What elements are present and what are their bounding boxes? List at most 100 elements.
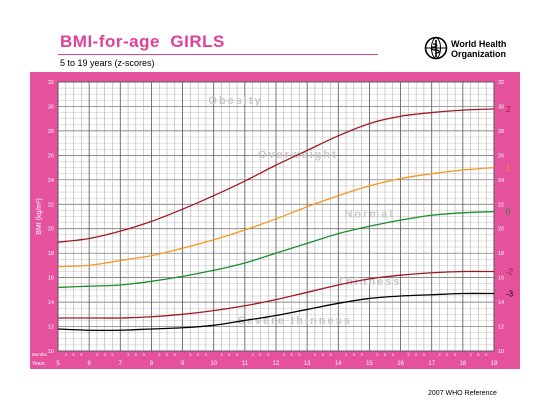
reference-note: 2007 WHO Reference [428, 390, 497, 397]
month-tick-label: 6 [477, 352, 480, 357]
month-tick-label: 6 [384, 352, 387, 357]
month-tick-label: 3 [96, 352, 99, 357]
month-tick-label: 6 [166, 352, 169, 357]
x-tick-label: 6 [87, 361, 91, 367]
month-tick-label: 6 [197, 352, 200, 357]
x-tick-label: 18 [460, 361, 467, 367]
who-name-line1: World Health [451, 39, 507, 49]
months-row-label: Months [32, 352, 48, 357]
month-tick-label: 6 [104, 352, 107, 357]
y-tick-label-left: 30 [48, 104, 54, 110]
month-tick-label: 6 [322, 352, 325, 357]
y-tick-label-right: 26 [498, 153, 504, 159]
month-tick-label: 9 [392, 352, 395, 357]
zscore-line-minus3 [57, 292, 495, 332]
zscore-line-2 [57, 108, 495, 243]
month-tick-label: 6 [290, 352, 293, 357]
month-tick-label: 3 [283, 352, 286, 357]
zone-label-severe-thinness: Severe thinness [237, 315, 351, 327]
y-tick-label-left: 28 [48, 129, 54, 135]
chart-panel: 10 10 12 12 14 14 16 16 18 18 20 20 22 22 24 24 26 26 28 28… [30, 72, 520, 369]
y-tick-label-left: 10 [48, 349, 54, 355]
x-tick-label: 16 [397, 361, 404, 367]
month-tick-label: 3 [345, 352, 348, 357]
month-tick-label: 6 [353, 352, 356, 357]
x-tick-label: 5 [56, 361, 60, 367]
zscore-label-1: 1 [506, 164, 511, 173]
month-tick-label: 9 [174, 352, 177, 357]
y-tick-label-left: 24 [48, 178, 54, 184]
who-logo: World Health Organization [424, 36, 529, 66]
x-tick-label: 19 [491, 361, 498, 367]
x-axis-title: Age (completed months and years) [218, 368, 335, 369]
month-tick-label: 9 [267, 352, 270, 357]
y-tick-label-right: 14 [498, 300, 504, 306]
y-axis-title: BMI (kg/m²) [36, 198, 43, 235]
y-tick-label-left: 20 [48, 227, 54, 233]
y-tick-label-right: 18 [498, 251, 504, 257]
month-tick-label: 6 [446, 352, 449, 357]
x-tick-label: 15 [366, 361, 373, 367]
zscore-label-minus2: -2 [506, 268, 514, 277]
x-tick-label: 10 [210, 361, 217, 367]
month-tick-label: 6 [259, 352, 262, 357]
y-tick-label-left: 26 [48, 153, 54, 159]
month-tick-label: 9 [236, 352, 239, 357]
x-tick-label: 14 [335, 361, 342, 367]
zone-label-thinness: Thinness [337, 276, 401, 288]
month-tick-label: 9 [423, 352, 426, 357]
month-tick-label: 3 [252, 352, 255, 357]
zscore-line-minus2 [58, 270, 495, 319]
zscore-label-2: 2 [506, 105, 511, 114]
month-tick-label: 3 [158, 352, 161, 357]
y-tick-label-left: 18 [48, 251, 54, 257]
y-tick-label-right: 16 [498, 276, 504, 282]
month-tick-label: 6 [72, 352, 75, 357]
month-tick-label: 3 [407, 352, 410, 357]
who-name-line2: Organization [451, 49, 507, 59]
x-tick-label: 9 [181, 361, 185, 367]
chart-title: BMI-for-age GIRLS [60, 32, 225, 51]
month-tick-label: 9 [454, 352, 457, 357]
x-tick-label: 12 [273, 361, 280, 367]
month-tick-label: 9 [298, 352, 301, 357]
who-emblem-icon [424, 36, 448, 60]
month-tick-label: 6 [228, 352, 231, 357]
x-tick-label: 8 [150, 361, 154, 367]
month-tick-label: 3 [376, 352, 379, 357]
month-tick-label: 3 [65, 352, 68, 357]
month-tick-label: 9 [205, 352, 208, 357]
y-tick-label-left: 12 [48, 325, 54, 331]
month-tick-label: 3 [220, 352, 223, 357]
zscore-label-0: 0 [506, 208, 511, 217]
y-tick-label-left: 32 [48, 80, 54, 86]
zscore-line-0 [57, 210, 495, 289]
y-tick-label-left: 14 [48, 300, 54, 306]
month-tick-label: 9 [143, 352, 146, 357]
y-tick-label-right: 24 [498, 178, 504, 184]
y-tick-label-right: 30 [498, 104, 504, 110]
month-tick-label: 9 [361, 352, 364, 357]
month-tick-label: 9 [329, 352, 332, 357]
month-tick-label: 3 [438, 352, 441, 357]
month-tick-label: 9 [111, 352, 114, 357]
y-tick-label-right: 20 [498, 227, 504, 233]
month-tick-label: 9 [485, 352, 488, 357]
month-tick-label: 3 [470, 352, 473, 357]
y-tick-label-right: 22 [498, 202, 504, 208]
years-row-label: Years [32, 361, 45, 367]
month-tick-label: 6 [135, 352, 138, 357]
y-tick-label-right: 32 [498, 80, 504, 86]
month-tick-label: 3 [127, 352, 130, 357]
x-tick-label: 7 [119, 361, 123, 367]
y-tick-label-right: 10 [498, 349, 504, 355]
month-tick-label: 9 [80, 352, 83, 357]
x-tick-label: 13 [304, 361, 311, 367]
title-underline [58, 54, 378, 55]
plot-border [57, 81, 495, 352]
zone-label-normal: Normal [344, 209, 394, 221]
month-tick-label: 3 [314, 352, 317, 357]
zscore-line-1 [57, 166, 495, 268]
zone-label-obesity: Obesity [208, 95, 262, 107]
